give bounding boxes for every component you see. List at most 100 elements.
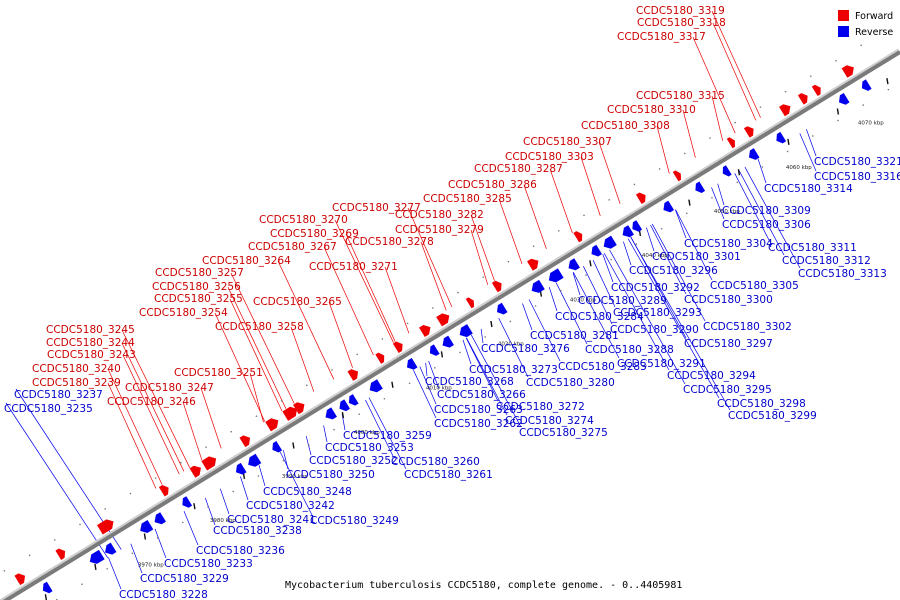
track-dot: [509, 320, 512, 323]
forward-gene-label: CCDC5180_3307: [523, 136, 612, 148]
forward-leader-line: [420, 241, 447, 311]
reverse-gene-label: CCDC5180_3295: [683, 384, 772, 396]
forward-leader-line: [290, 326, 315, 392]
forward-gene-label: CCDC5180_3310: [607, 104, 696, 116]
track-tick: [391, 381, 394, 388]
track-dot: [534, 305, 537, 307]
reverse-leader-line: [258, 465, 266, 487]
reverse-leader-line: [711, 187, 725, 220]
forward-leader-line: [712, 22, 757, 121]
forward-gene-label: CCDC5180_3287: [474, 163, 563, 175]
reverse-gene-label: CCDC5180_3228: [119, 589, 208, 600]
track-tick: [292, 442, 295, 449]
reverse-gene-label: CCDC5180_3252: [309, 455, 398, 467]
reverse-leader-line: [108, 557, 122, 590]
reverse-leader-line: [498, 317, 529, 378]
track-dot: [684, 152, 686, 155]
track-dot: [558, 229, 560, 232]
reverse-gene: [622, 225, 634, 238]
reverse-leader-line: [279, 451, 313, 516]
reverse-leader-line: [428, 360, 440, 390]
forward-gene-label: CCDC5180_3251: [174, 367, 263, 379]
reverse-gene: [722, 165, 732, 177]
forward-leader-line: [182, 401, 203, 461]
forward-gene: [841, 65, 854, 78]
reverse-gene-label: CCDC5180_3233: [164, 558, 253, 570]
reverse-gene-label: CCDC5180_3300: [684, 294, 773, 306]
track-tick: [341, 411, 345, 419]
forward-leader-line: [323, 246, 374, 356]
forward-gene-label: CCDC5180_3269: [270, 228, 359, 240]
reverse-leader-line: [734, 173, 771, 243]
track-dot: [784, 90, 787, 93]
forward-leader-line: [384, 266, 410, 334]
reverse-gene-label: CCDC5180_3281: [530, 330, 619, 342]
reverse-gene-label: CCDC5180_3298: [717, 398, 806, 410]
track-dot: [333, 428, 335, 431]
reverse-leader-line: [470, 334, 522, 428]
leader-lines: [5, 10, 817, 590]
reverse-leader-line: [522, 303, 533, 331]
reverse-leader-line: [480, 328, 484, 344]
track-dot: [207, 506, 209, 508]
legend-reverse-swatch: [838, 26, 849, 37]
forward-gene-label: CCDC5180_3243: [47, 349, 136, 361]
forward-gene: [293, 402, 305, 415]
reverse-gene: [548, 268, 564, 283]
reverse-leader-line: [592, 260, 616, 308]
reverse-gene: [748, 148, 760, 160]
forward-gene: [491, 280, 502, 293]
forward-gene: [239, 435, 251, 448]
forward-leader-line: [334, 219, 394, 343]
backbone-line: [2, 50, 900, 600]
reverse-leader-line: [572, 272, 620, 359]
reverse-gene-label: CCDC5180_3284: [555, 311, 644, 323]
reverse-gene: [154, 512, 166, 525]
forward-leader-line: [277, 260, 335, 380]
track-dot: [406, 322, 409, 325]
reverse-gene-label: CCDC5180_3274: [505, 415, 594, 427]
track-dot: [759, 106, 762, 108]
forward-gene-label: CCDC5180_3247: [125, 382, 214, 394]
forward-gene-label: CCDC5180_3264: [202, 255, 291, 267]
track-tick: [688, 199, 691, 206]
track-tick: [836, 108, 840, 115]
track-tick: [143, 533, 147, 540]
reverse-leader-line: [154, 528, 167, 559]
axis-tick-label: 4010 kbp: [426, 386, 452, 392]
legend-reverse-label: Reverse: [855, 27, 893, 38]
reverse-gene: [248, 453, 262, 467]
forward-gene: [419, 325, 431, 338]
reverse-leader-line: [799, 133, 817, 172]
track-dot: [811, 135, 814, 137]
reverse-gene-label: CCDC5180_3276: [481, 343, 570, 355]
reverse-gene: [272, 441, 283, 453]
forward-gene-label: CCDC5180_3256: [152, 281, 241, 293]
forward-gene: [726, 137, 736, 149]
legend: Forward Reverse: [838, 10, 893, 38]
track-dot: [131, 552, 134, 555]
reverse-gene: [838, 92, 850, 105]
reverse-gene-label: CCDC5180_3311: [768, 242, 857, 254]
forward-gene-label: CCDC5180_3265: [253, 296, 342, 308]
reverse-gene-label: CCDC5180_3321: [814, 156, 900, 168]
forward-gene-label: CCDC5180_3271: [309, 261, 398, 273]
track-dot: [232, 490, 234, 493]
track-dot: [104, 508, 107, 510]
track-dot: [559, 289, 562, 292]
axis-tick-label: 4000 kbp: [354, 430, 380, 436]
reverse-gene-label: CCDC5180_3314: [764, 183, 853, 195]
reverse-gene: [348, 394, 359, 406]
gene-features: [14, 65, 872, 594]
reverse-gene: [235, 462, 247, 475]
forward-gene-label: CCDC5180_3255: [154, 293, 243, 305]
reverse-gene: [42, 581, 53, 594]
track-tick: [94, 563, 97, 571]
reverse-leader-line: [603, 253, 670, 371]
reverse-leader-line: [466, 337, 508, 416]
reverse-leader-line: [183, 510, 199, 546]
reverse-gene-label: CCDC5180_3297: [684, 338, 773, 350]
reverse-gene-label: CCDC5180_3253: [325, 442, 414, 454]
forward-gene: [797, 93, 808, 105]
track-dot: [79, 523, 81, 526]
